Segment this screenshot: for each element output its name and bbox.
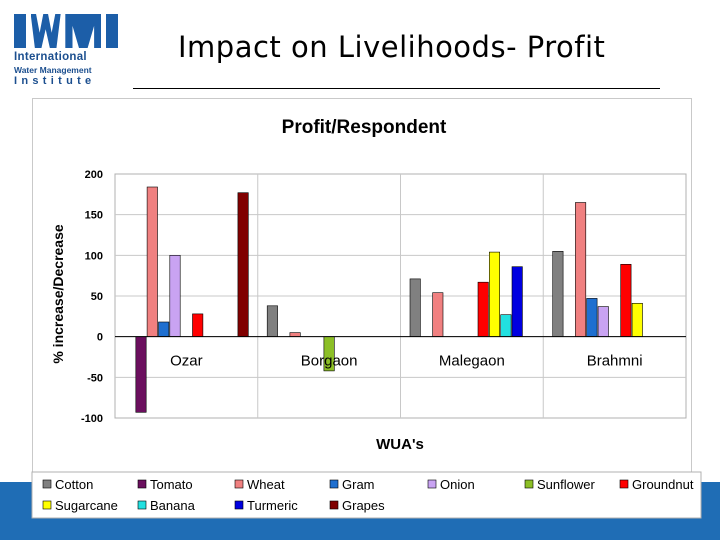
legend-swatch-sunflower bbox=[524, 479, 534, 489]
legend-swatch-gram bbox=[329, 479, 339, 489]
bar-tomato-ozar bbox=[135, 336, 147, 413]
bar-wheat-brahmni bbox=[575, 202, 587, 337]
bar-banana-malegaon bbox=[500, 314, 512, 338]
x-axis-label: WUA's bbox=[376, 436, 424, 453]
bar-onion-brahmni bbox=[597, 306, 609, 338]
logo-line-3: Institute bbox=[14, 75, 96, 87]
bar-cotton-brahmni bbox=[552, 251, 564, 338]
legend-swatch-grapes bbox=[329, 500, 339, 510]
legend-swatch-banana bbox=[137, 500, 147, 510]
bar-cotton-borgaon bbox=[266, 305, 278, 337]
category-label: Borgaon bbox=[301, 353, 358, 370]
legend-label-grapes: Grapes bbox=[342, 498, 385, 513]
legend-swatch-onion bbox=[427, 479, 437, 489]
legend-label-turmeric: Turmeric bbox=[247, 498, 298, 513]
bar-turmeric-malegaon bbox=[511, 266, 523, 337]
logo-line-1: International bbox=[14, 51, 87, 63]
legend-label-cotton: Cotton bbox=[55, 477, 93, 492]
chart-title: Profit/Respondent bbox=[282, 117, 447, 138]
y-tick-label: -100 bbox=[81, 413, 103, 425]
bar-wheat-ozar bbox=[146, 186, 158, 337]
y-tick-label: 200 bbox=[85, 169, 103, 181]
legend-swatch-groundnut bbox=[619, 479, 629, 489]
category-label: Malegaon bbox=[439, 353, 505, 370]
legend-label-sunflower: Sunflower bbox=[537, 477, 595, 492]
category-label: Brahmni bbox=[587, 353, 643, 370]
bar-groundnut-brahmni bbox=[620, 263, 632, 337]
bar-grapes-ozar bbox=[237, 192, 249, 337]
legend-swatch-wheat bbox=[234, 479, 244, 489]
y-tick-label: 0 bbox=[97, 332, 103, 344]
legend-label-banana: Banana bbox=[150, 498, 196, 513]
legend-label-gram: Gram bbox=[342, 477, 375, 492]
iwmi-logo: International Water Management Institute bbox=[14, 14, 118, 87]
bar-gram-brahmni bbox=[586, 298, 598, 337]
legend-swatch-tomato bbox=[137, 479, 147, 489]
bar-gram-ozar bbox=[158, 321, 170, 337]
legend-label-tomato: Tomato bbox=[150, 477, 193, 492]
legend-label-wheat: Wheat bbox=[247, 477, 285, 492]
y-tick-label: 150 bbox=[85, 210, 103, 222]
legend-label-sugarcane: Sugarcane bbox=[55, 498, 118, 513]
bar-groundnut-ozar bbox=[192, 313, 204, 337]
y-tick-label: -50 bbox=[87, 372, 103, 384]
legend-swatch-sugarcane bbox=[42, 500, 52, 510]
bar-groundnut-malegaon bbox=[477, 281, 489, 338]
bar-cotton-malegaon bbox=[409, 278, 421, 337]
bar-wheat-borgaon bbox=[289, 332, 301, 338]
slide-title: Impact on Livelihoods- Profit bbox=[178, 30, 606, 64]
bar-onion-ozar bbox=[169, 255, 181, 337]
legend-box bbox=[31, 471, 702, 519]
y-tick-label: 100 bbox=[85, 250, 103, 262]
bar-sugarcane-malegaon bbox=[488, 251, 500, 338]
y-tick-label: 50 bbox=[91, 291, 103, 303]
legend-swatch-turmeric bbox=[234, 500, 244, 510]
y-axis-label: % increase/Decrease bbox=[50, 224, 66, 364]
bar-wheat-malegaon bbox=[432, 292, 444, 337]
legend-label-groundnut: Groundnut bbox=[632, 477, 694, 492]
legend-label-onion: Onion bbox=[440, 477, 475, 492]
logo-line-2: Water Management bbox=[14, 65, 92, 75]
logo-wordmark bbox=[14, 14, 118, 48]
category-label: Ozar bbox=[170, 353, 203, 370]
legend-swatch-cotton bbox=[42, 479, 52, 489]
title-divider bbox=[133, 88, 660, 89]
bar-sugarcane-brahmni bbox=[631, 302, 643, 337]
